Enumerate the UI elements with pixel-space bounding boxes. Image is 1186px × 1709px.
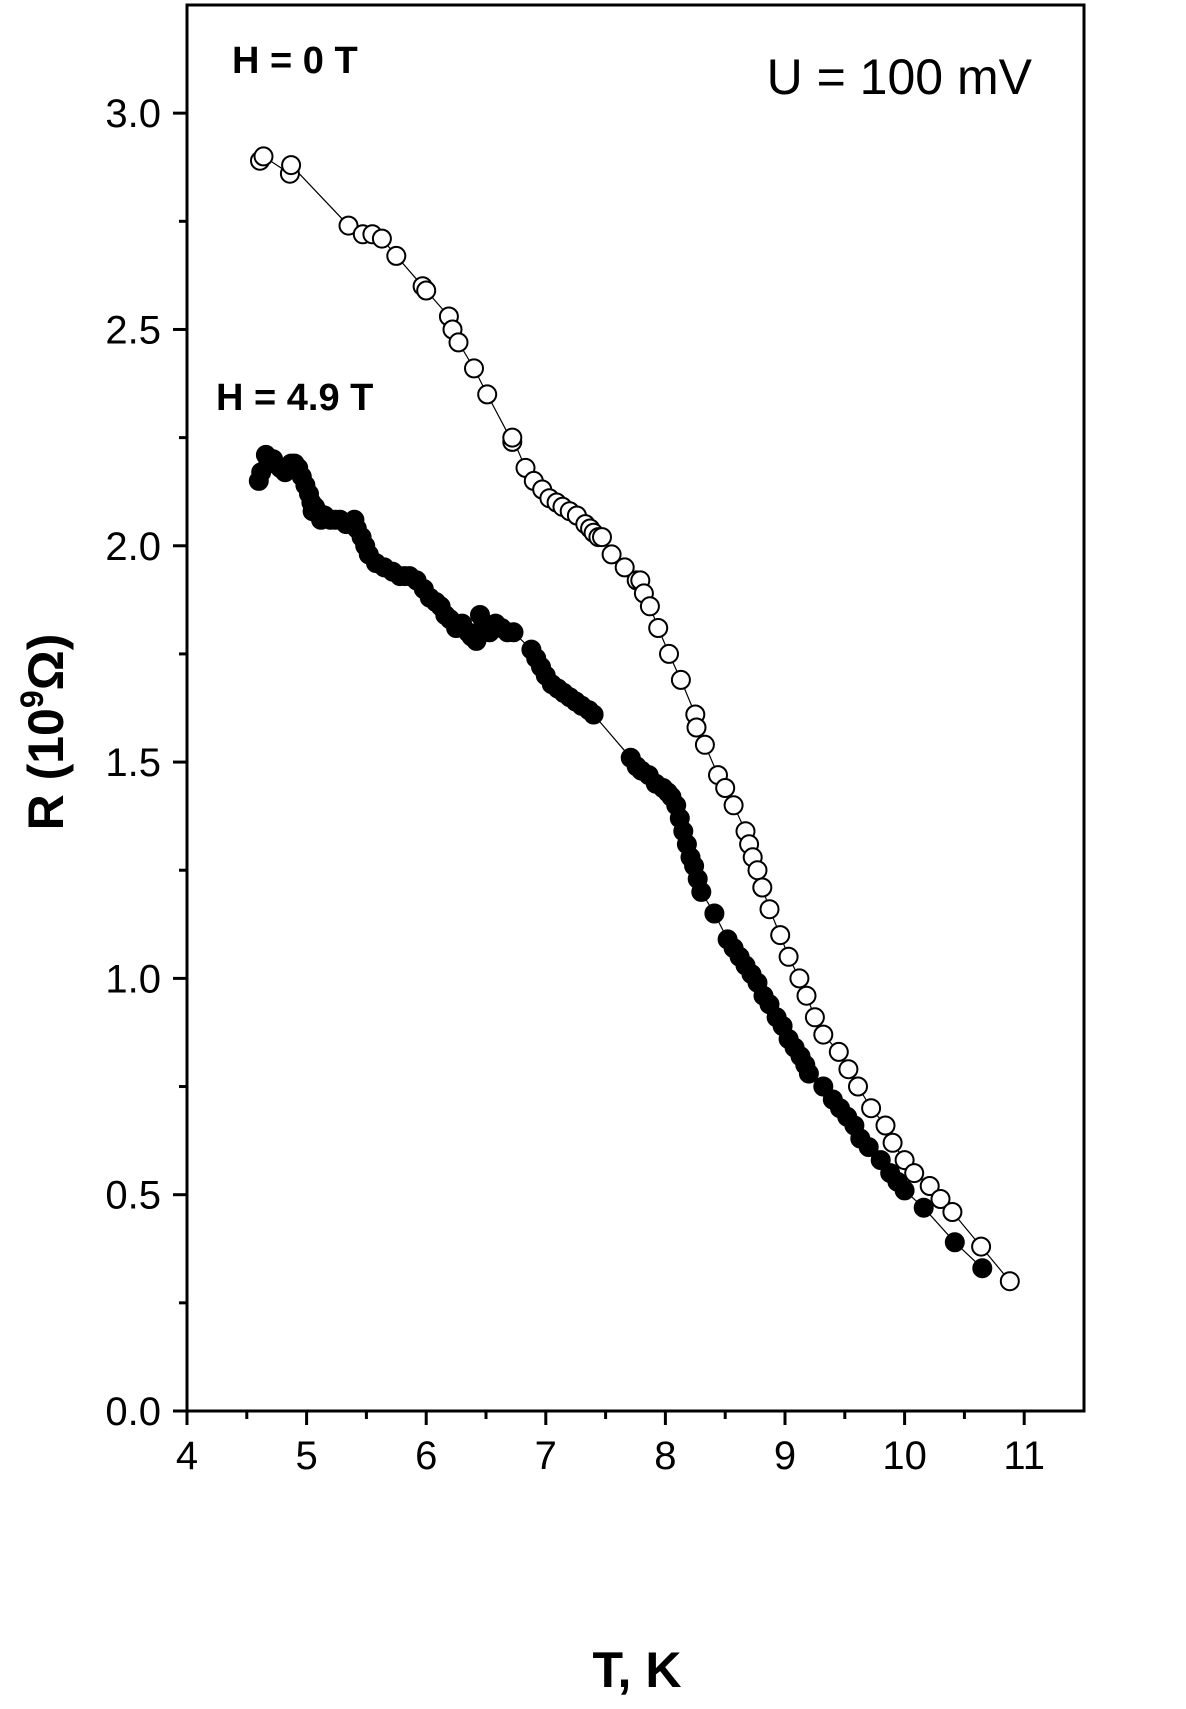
x-axis-title: T, K [593, 1642, 682, 1698]
open-circle-point [648, 618, 669, 638]
open-circle-point [715, 778, 736, 798]
filled-circle-point [583, 704, 604, 725]
open-circle-point [796, 985, 817, 1006]
x-tick-label: 5 [295, 1434, 317, 1478]
open-circle-point [778, 946, 799, 967]
open-circle-point [281, 155, 302, 176]
open-circle-point [464, 358, 484, 379]
open-circle-point [448, 332, 469, 353]
annotation-voltage: U = 100 mV [767, 49, 1033, 105]
open-circle-point [694, 734, 715, 755]
open-circle-point [639, 596, 660, 617]
open-circle-point [670, 669, 691, 690]
filled-circle-point [691, 881, 712, 902]
filled-circle-point [972, 1258, 993, 1279]
open-circle-point [999, 1271, 1020, 1292]
open-circle-point [338, 215, 359, 236]
x-tick-label: 11 [1003, 1434, 1045, 1478]
open-circle-point [875, 1115, 896, 1136]
series-points [248, 146, 1020, 1292]
open-circle-point [861, 1098, 882, 1119]
annotation-h-high: H = 4.9 T [216, 377, 373, 419]
y-axis-title-exponent: 9 [14, 690, 50, 708]
open-circle-point [919, 1176, 940, 1196]
open-circle-point [804, 1007, 825, 1028]
open-circle-point [601, 544, 622, 565]
y-tick-label: 1.0 [105, 957, 161, 1001]
filled-circle-point [944, 1232, 965, 1253]
open-circle-point [838, 1059, 859, 1080]
open-circle-point [659, 643, 679, 664]
filled-circle-point [704, 903, 725, 924]
x-tick-label: 7 [535, 1434, 557, 1478]
plot-frame [185, 3, 1086, 1413]
x-tick-label: 6 [415, 1434, 437, 1478]
annotation-h-zero: H = 0 T [232, 40, 358, 82]
x-tick-label: 10 [882, 1434, 927, 1478]
y-tick-label: 0.0 [105, 1390, 161, 1434]
open-circle-point [828, 1041, 849, 1062]
open-circle-point [752, 877, 773, 898]
y-axis-title-main: R (10 [18, 708, 74, 830]
open-circle-point [904, 1163, 925, 1184]
open-circle-point [416, 280, 437, 301]
y-tick-label: 2.5 [105, 308, 161, 352]
x-tick-label: 8 [654, 1434, 676, 1478]
open-circle-point [882, 1132, 903, 1153]
y-tick-label: 3.0 [105, 92, 161, 136]
open-circle-point [253, 146, 274, 167]
x-tick-label: 9 [774, 1434, 796, 1478]
open-circle-point [371, 228, 392, 249]
filled-circle-point [503, 622, 524, 643]
y-tick-label: 2.0 [105, 525, 161, 569]
filled-circle-point [798, 1063, 819, 1084]
open-circle-point [848, 1076, 868, 1097]
open-circle-point [930, 1189, 951, 1209]
filled-circle-point [913, 1197, 934, 1218]
y-axis-title-unit: Ω) [18, 634, 74, 691]
open-circle-point [592, 527, 612, 548]
open-circle-point [614, 557, 635, 578]
open-circle-point [971, 1236, 992, 1257]
series-line-0 [259, 155, 1011, 1282]
open-circle-point [386, 245, 407, 266]
y-axis-title: R (109Ω) [14, 634, 74, 831]
series-lines [258, 155, 1011, 1282]
x-tick-label: 4 [176, 1434, 198, 1478]
open-circle-point [686, 717, 707, 738]
open-circle-point [813, 1024, 834, 1045]
plot-border [185, 3, 1086, 1413]
filled-circle-point [858, 1137, 879, 1158]
open-circle-point [502, 427, 523, 448]
filled-circle-point [894, 1180, 915, 1201]
open-circle-point [723, 795, 744, 816]
open-circle-point [759, 899, 780, 920]
open-circle-point [747, 860, 768, 881]
y-tick-label: 1.5 [105, 741, 161, 785]
open-circle-point [477, 384, 498, 405]
open-circle-point [770, 925, 791, 946]
svg-text:R (109Ω): R (109Ω) [14, 634, 74, 831]
y-tick-label: 0.5 [105, 1174, 161, 1218]
axis-ticks: 4 5 6 7 8 9 10 11 0.0 0.5 1.0 1.5 2.0 2.5 3.0 [105, 92, 1045, 1478]
open-circle-point [789, 968, 810, 989]
open-circle-point [942, 1202, 963, 1222]
